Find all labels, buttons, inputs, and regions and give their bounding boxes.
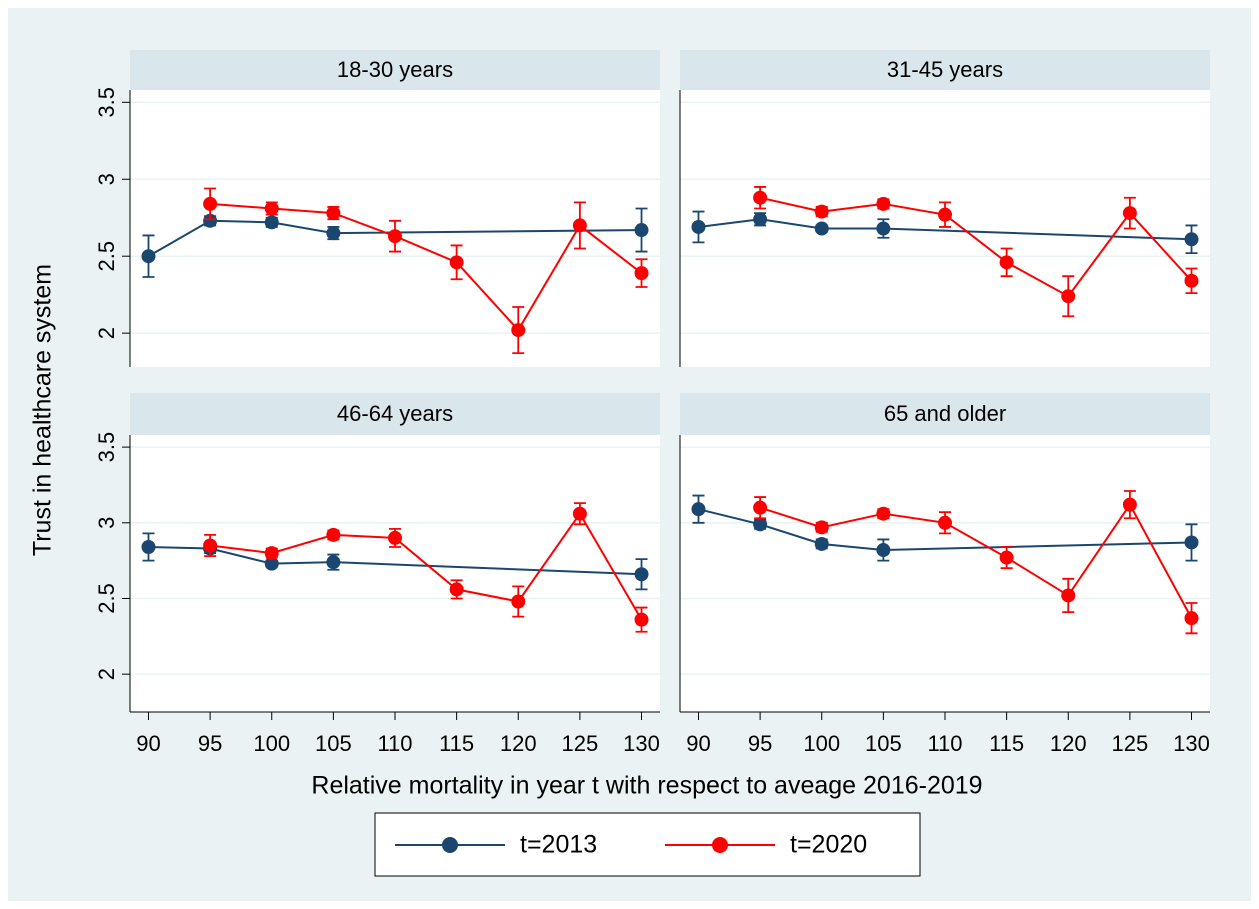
marker (1184, 535, 1199, 550)
marker (141, 540, 156, 555)
marker (814, 520, 829, 535)
marker (388, 530, 402, 545)
marker (264, 546, 279, 561)
marker (1122, 497, 1137, 512)
marker (1184, 273, 1199, 288)
x-tick-label: 95 (748, 731, 772, 756)
x-tick-label: 105 (865, 731, 902, 756)
marker (141, 249, 156, 264)
marker (511, 594, 526, 609)
marker (634, 612, 649, 627)
marker (876, 221, 891, 236)
x-tick-label: 95 (198, 731, 222, 756)
x-tick-label: 120 (500, 731, 537, 756)
x-tick-label: 105 (315, 731, 352, 756)
plot-area (680, 90, 1210, 367)
y-tick-label: 3 (94, 173, 119, 185)
x-tick-label: 125 (1112, 731, 1149, 756)
marker (572, 218, 587, 233)
marker (1184, 611, 1199, 626)
marker (1061, 588, 1076, 603)
marker (1061, 289, 1076, 304)
y-axis-title: Trust in healthcare system (29, 264, 57, 556)
y-tick-label: 3.5 (94, 87, 119, 118)
plot-area (680, 435, 1210, 712)
y-tick-label: 3 (94, 517, 119, 529)
marker (203, 213, 218, 228)
marker (449, 582, 464, 597)
series-line (210, 202, 643, 332)
strip (680, 50, 1210, 90)
y-tick-label: 2.5 (94, 583, 119, 614)
panel-title: 65 and older (884, 401, 1006, 426)
marker (999, 255, 1014, 270)
strip (130, 393, 660, 435)
series-line (759, 196, 1193, 298)
legend-label: t=2013 (520, 831, 597, 859)
x-tick-label: 100 (253, 731, 290, 756)
marker (511, 323, 526, 338)
strip (130, 50, 660, 90)
x-tick-label: 120 (1050, 731, 1087, 756)
plot-area (130, 435, 660, 712)
marker (876, 196, 891, 211)
legend-label: t=2020 (790, 831, 867, 859)
marker (814, 536, 829, 551)
y-tick-label: 3.5 (94, 432, 119, 463)
marker (264, 556, 279, 571)
marker (203, 538, 218, 553)
x-tick-label: 115 (439, 731, 474, 756)
x-tick-label: 130 (1173, 731, 1210, 756)
marker (814, 204, 829, 219)
marker (1184, 232, 1199, 247)
x-tick-label: 100 (803, 731, 840, 756)
strip (680, 393, 1210, 435)
panel-title: 18-30 years (337, 57, 453, 82)
marker (938, 207, 952, 222)
x-tick-label: 90 (136, 731, 160, 756)
series-line (209, 511, 643, 621)
marker (814, 221, 829, 236)
panel-title: 31-45 years (887, 57, 1003, 82)
x-tick-label: 115 (989, 731, 1024, 756)
marker (326, 226, 341, 241)
marker (634, 567, 649, 582)
marker (572, 506, 587, 521)
marker (691, 502, 706, 517)
marker (203, 196, 218, 211)
x-tick-label: 125 (562, 731, 599, 756)
marker (753, 500, 768, 515)
legend-marker (442, 837, 458, 853)
y-tick-label: 2 (94, 327, 119, 339)
x-tick-label: 110 (377, 731, 412, 756)
marker (938, 515, 952, 530)
marker (753, 190, 768, 205)
y-tick-label: 2 (94, 668, 119, 680)
x-tick-label: 90 (686, 731, 710, 756)
marker (753, 212, 768, 227)
marker (264, 201, 279, 216)
marker (326, 555, 341, 570)
marker (999, 550, 1014, 565)
panel-title: 46-64 years (337, 401, 453, 426)
marker (753, 517, 768, 532)
marker (326, 206, 341, 221)
marker (1122, 206, 1137, 221)
y-tick-label: 2.5 (94, 241, 119, 272)
marker (876, 543, 891, 558)
x-tick-label: 110 (927, 731, 962, 756)
marker (264, 215, 279, 230)
legend-marker (712, 837, 728, 853)
x-axis-title: Relative mortality in year t with respec… (311, 772, 982, 800)
marker (876, 506, 891, 521)
marker (326, 527, 341, 542)
marker (449, 255, 464, 270)
marker (634, 223, 649, 238)
x-tick-label: 130 (623, 731, 660, 756)
marker (388, 229, 402, 244)
marker (691, 219, 706, 234)
marker (634, 266, 649, 281)
series-line (759, 502, 1193, 619)
